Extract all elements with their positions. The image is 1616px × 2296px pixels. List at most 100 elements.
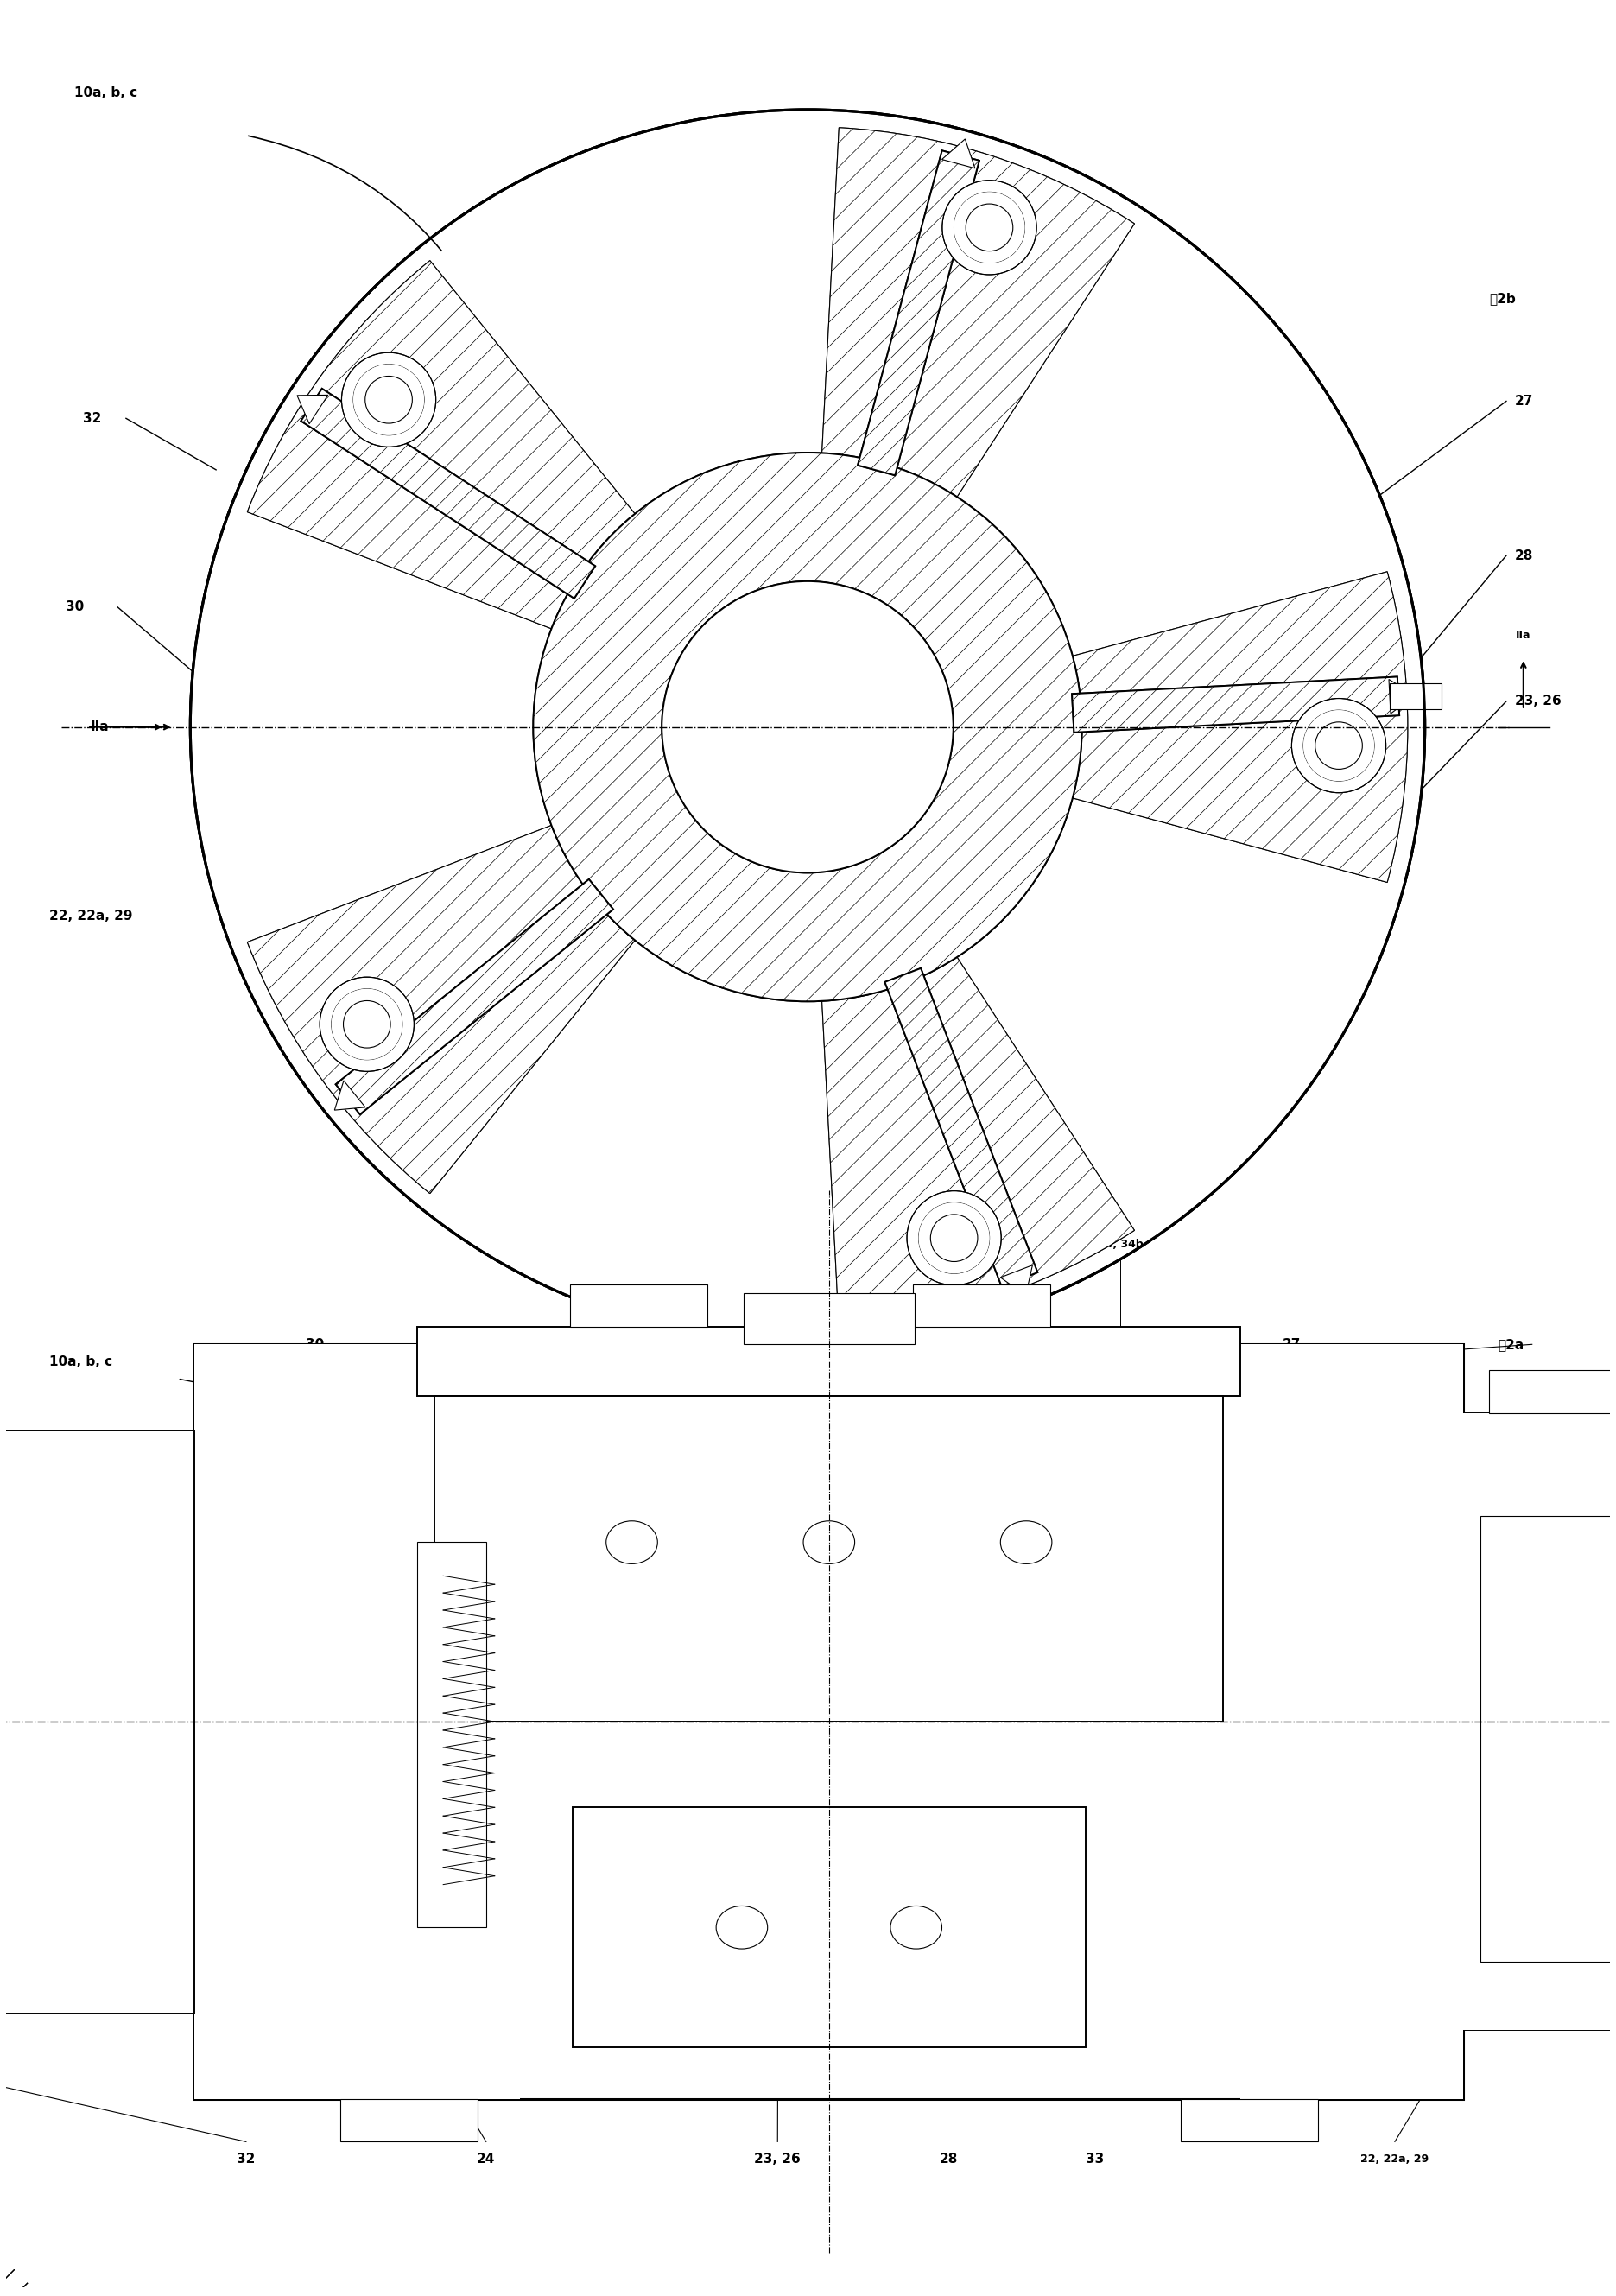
Wedge shape bbox=[823, 129, 1134, 496]
Circle shape bbox=[354, 365, 423, 436]
Wedge shape bbox=[247, 824, 635, 1194]
Text: 34, 34a: 34, 34a bbox=[566, 1137, 611, 1148]
Text: 35: 35 bbox=[984, 1240, 999, 1249]
Circle shape bbox=[953, 193, 1025, 262]
Ellipse shape bbox=[716, 1906, 768, 1949]
Circle shape bbox=[341, 354, 436, 448]
Text: 36: 36 bbox=[727, 1240, 742, 1249]
Circle shape bbox=[920, 1203, 989, 1274]
Bar bbox=[417, 1327, 1241, 1396]
Circle shape bbox=[907, 1192, 1002, 1286]
Text: 34, 34b: 34, 34b bbox=[1097, 1240, 1143, 1249]
Text: 10a, b, c: 10a, b, c bbox=[48, 1355, 112, 1368]
Wedge shape bbox=[932, 776, 1396, 1251]
Circle shape bbox=[1304, 709, 1374, 781]
Bar bbox=[417, 1345, 435, 2099]
Text: 28: 28 bbox=[1514, 549, 1534, 563]
Circle shape bbox=[191, 110, 1425, 1345]
Bar bbox=[0, 1430, 194, 2014]
Text: ↓: ↓ bbox=[23, 1715, 32, 1727]
Circle shape bbox=[953, 193, 1025, 262]
Text: 21: 21 bbox=[40, 1766, 58, 1779]
Circle shape bbox=[354, 365, 423, 436]
Bar bbox=[194, 1345, 417, 2099]
Circle shape bbox=[320, 978, 414, 1072]
Bar bbox=[417, 1541, 486, 1926]
Bar bbox=[1241, 1345, 1464, 2099]
Text: 27a: 27a bbox=[1403, 1708, 1425, 1720]
Text: 24: 24 bbox=[477, 2151, 496, 2165]
Circle shape bbox=[191, 110, 1425, 1345]
Wedge shape bbox=[533, 452, 1081, 1001]
Circle shape bbox=[953, 193, 1025, 262]
Bar bbox=[417, 1345, 435, 2099]
Circle shape bbox=[1304, 709, 1374, 781]
Polygon shape bbox=[858, 152, 979, 475]
Polygon shape bbox=[335, 1081, 365, 1111]
Bar bbox=[1480, 1515, 1616, 1961]
Text: 25: 25 bbox=[425, 1339, 444, 1350]
Text: 35: 35 bbox=[924, 1137, 939, 1148]
Polygon shape bbox=[1000, 1265, 1033, 1295]
Bar bbox=[913, 1283, 1050, 1327]
Text: 34, 34b: 34, 34b bbox=[1029, 1137, 1075, 1148]
Wedge shape bbox=[398, 916, 881, 1327]
Wedge shape bbox=[247, 259, 635, 629]
Wedge shape bbox=[398, 126, 881, 540]
Text: 27: 27 bbox=[898, 1240, 913, 1249]
Bar bbox=[1241, 1345, 1464, 2099]
Bar bbox=[1464, 1412, 1616, 2030]
Text: 32: 32 bbox=[238, 2151, 255, 2165]
Bar bbox=[0, 1430, 194, 2014]
Text: IIa: IIa bbox=[90, 721, 108, 732]
Circle shape bbox=[920, 1203, 989, 1274]
Polygon shape bbox=[1071, 677, 1399, 732]
Bar bbox=[570, 1283, 708, 1327]
Circle shape bbox=[931, 1215, 978, 1261]
Polygon shape bbox=[297, 395, 328, 425]
Wedge shape bbox=[1073, 572, 1408, 882]
Circle shape bbox=[920, 1203, 989, 1274]
Circle shape bbox=[1291, 698, 1387, 792]
Bar bbox=[194, 1345, 1464, 2099]
Bar bbox=[341, 2099, 477, 2142]
Bar bbox=[1464, 1412, 1616, 2030]
Bar bbox=[743, 1293, 915, 1345]
Text: 30: 30 bbox=[65, 602, 84, 613]
Text: 33: 33 bbox=[1086, 2151, 1104, 2165]
Polygon shape bbox=[336, 879, 612, 1114]
Text: 33: 33 bbox=[813, 1240, 827, 1249]
Circle shape bbox=[354, 365, 423, 436]
Polygon shape bbox=[301, 388, 595, 599]
Text: 22, 22a, 29: 22, 22a, 29 bbox=[1361, 2154, 1429, 2165]
Polygon shape bbox=[886, 969, 1037, 1286]
Text: IIb: IIb bbox=[16, 1681, 32, 1692]
Polygon shape bbox=[1071, 677, 1399, 732]
Polygon shape bbox=[886, 969, 1037, 1286]
Bar bbox=[572, 1807, 1086, 2048]
Circle shape bbox=[331, 990, 402, 1061]
Text: 图2b: 图2b bbox=[1488, 292, 1516, 305]
Bar bbox=[417, 1345, 520, 2099]
Text: 22, 22a, 29: 22, 22a, 29 bbox=[48, 909, 133, 923]
Circle shape bbox=[1315, 721, 1362, 769]
Bar bbox=[1181, 2099, 1317, 2142]
Text: 28: 28 bbox=[941, 2151, 958, 2165]
Circle shape bbox=[365, 377, 412, 422]
Wedge shape bbox=[207, 473, 574, 980]
Ellipse shape bbox=[606, 1520, 658, 1564]
Polygon shape bbox=[336, 879, 612, 1114]
Polygon shape bbox=[1388, 680, 1416, 714]
Polygon shape bbox=[942, 140, 974, 168]
Text: 30: 30 bbox=[305, 1339, 323, 1350]
Text: 27: 27 bbox=[1514, 395, 1534, 409]
Text: 27: 27 bbox=[1283, 1339, 1301, 1350]
Text: 图2a: 图2a bbox=[1498, 1339, 1524, 1350]
Circle shape bbox=[331, 990, 402, 1061]
Text: 23, 26: 23, 26 bbox=[755, 2151, 802, 2165]
Text: 33: 33 bbox=[753, 1137, 768, 1148]
Text: 36: 36 bbox=[667, 1137, 682, 1148]
Bar bbox=[0, 1430, 194, 2014]
Bar bbox=[1488, 1371, 1616, 1412]
Circle shape bbox=[663, 581, 953, 872]
